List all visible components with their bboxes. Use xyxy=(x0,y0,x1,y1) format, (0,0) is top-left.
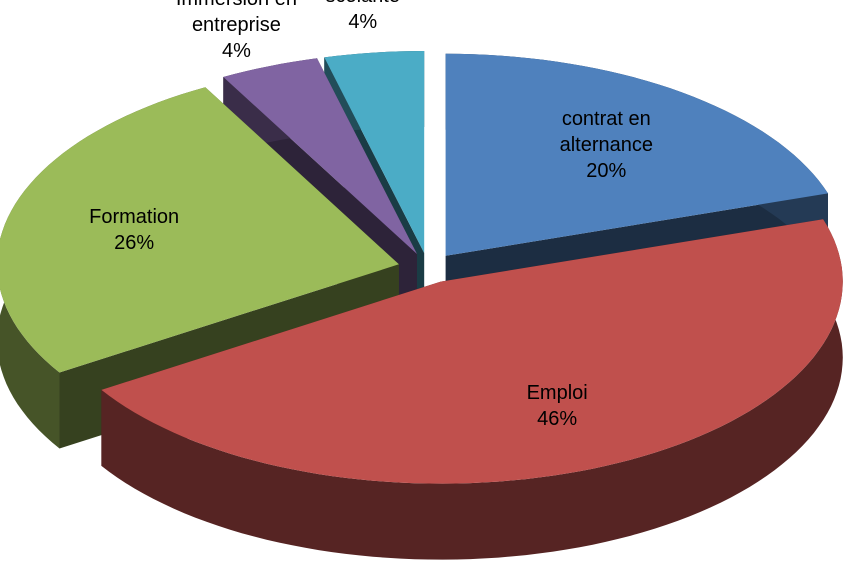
data-label-box: Emploi 46% xyxy=(477,361,637,451)
percent-label: 20% xyxy=(586,159,627,182)
slice xyxy=(0,87,399,373)
data-label: contrat en alternance 20% xyxy=(526,100,686,190)
data-label: scolarité4% xyxy=(283,0,443,54)
slice xyxy=(324,51,425,253)
data-label: Formation 26% xyxy=(54,185,214,275)
slice xyxy=(101,219,843,484)
slice xyxy=(223,58,417,254)
category-label: Emploi xyxy=(526,381,588,404)
data-label: Emploi 46% xyxy=(477,361,637,451)
data-label-box: contrat en alternance 20% xyxy=(526,100,686,190)
category-label: Formation xyxy=(89,206,180,229)
slice-wall xyxy=(101,219,843,560)
percent-label: 26% xyxy=(114,232,155,255)
data-label-box: scolarité4% xyxy=(283,0,443,54)
category-label: contrat en alternance xyxy=(559,107,653,156)
data-label-box: Immersion en entreprise 4% xyxy=(156,0,316,70)
percent-label: 46% xyxy=(537,407,578,430)
slice xyxy=(445,53,828,256)
category-label: Immersion en entreprise xyxy=(176,0,297,36)
category-label: scolarité xyxy=(326,0,400,9)
percent-label: 4% xyxy=(221,39,251,62)
data-label: Immersion en entreprise 4% xyxy=(156,0,316,70)
percent-label: 4% xyxy=(348,10,378,33)
data-label-box: Formation 26% xyxy=(54,185,214,275)
